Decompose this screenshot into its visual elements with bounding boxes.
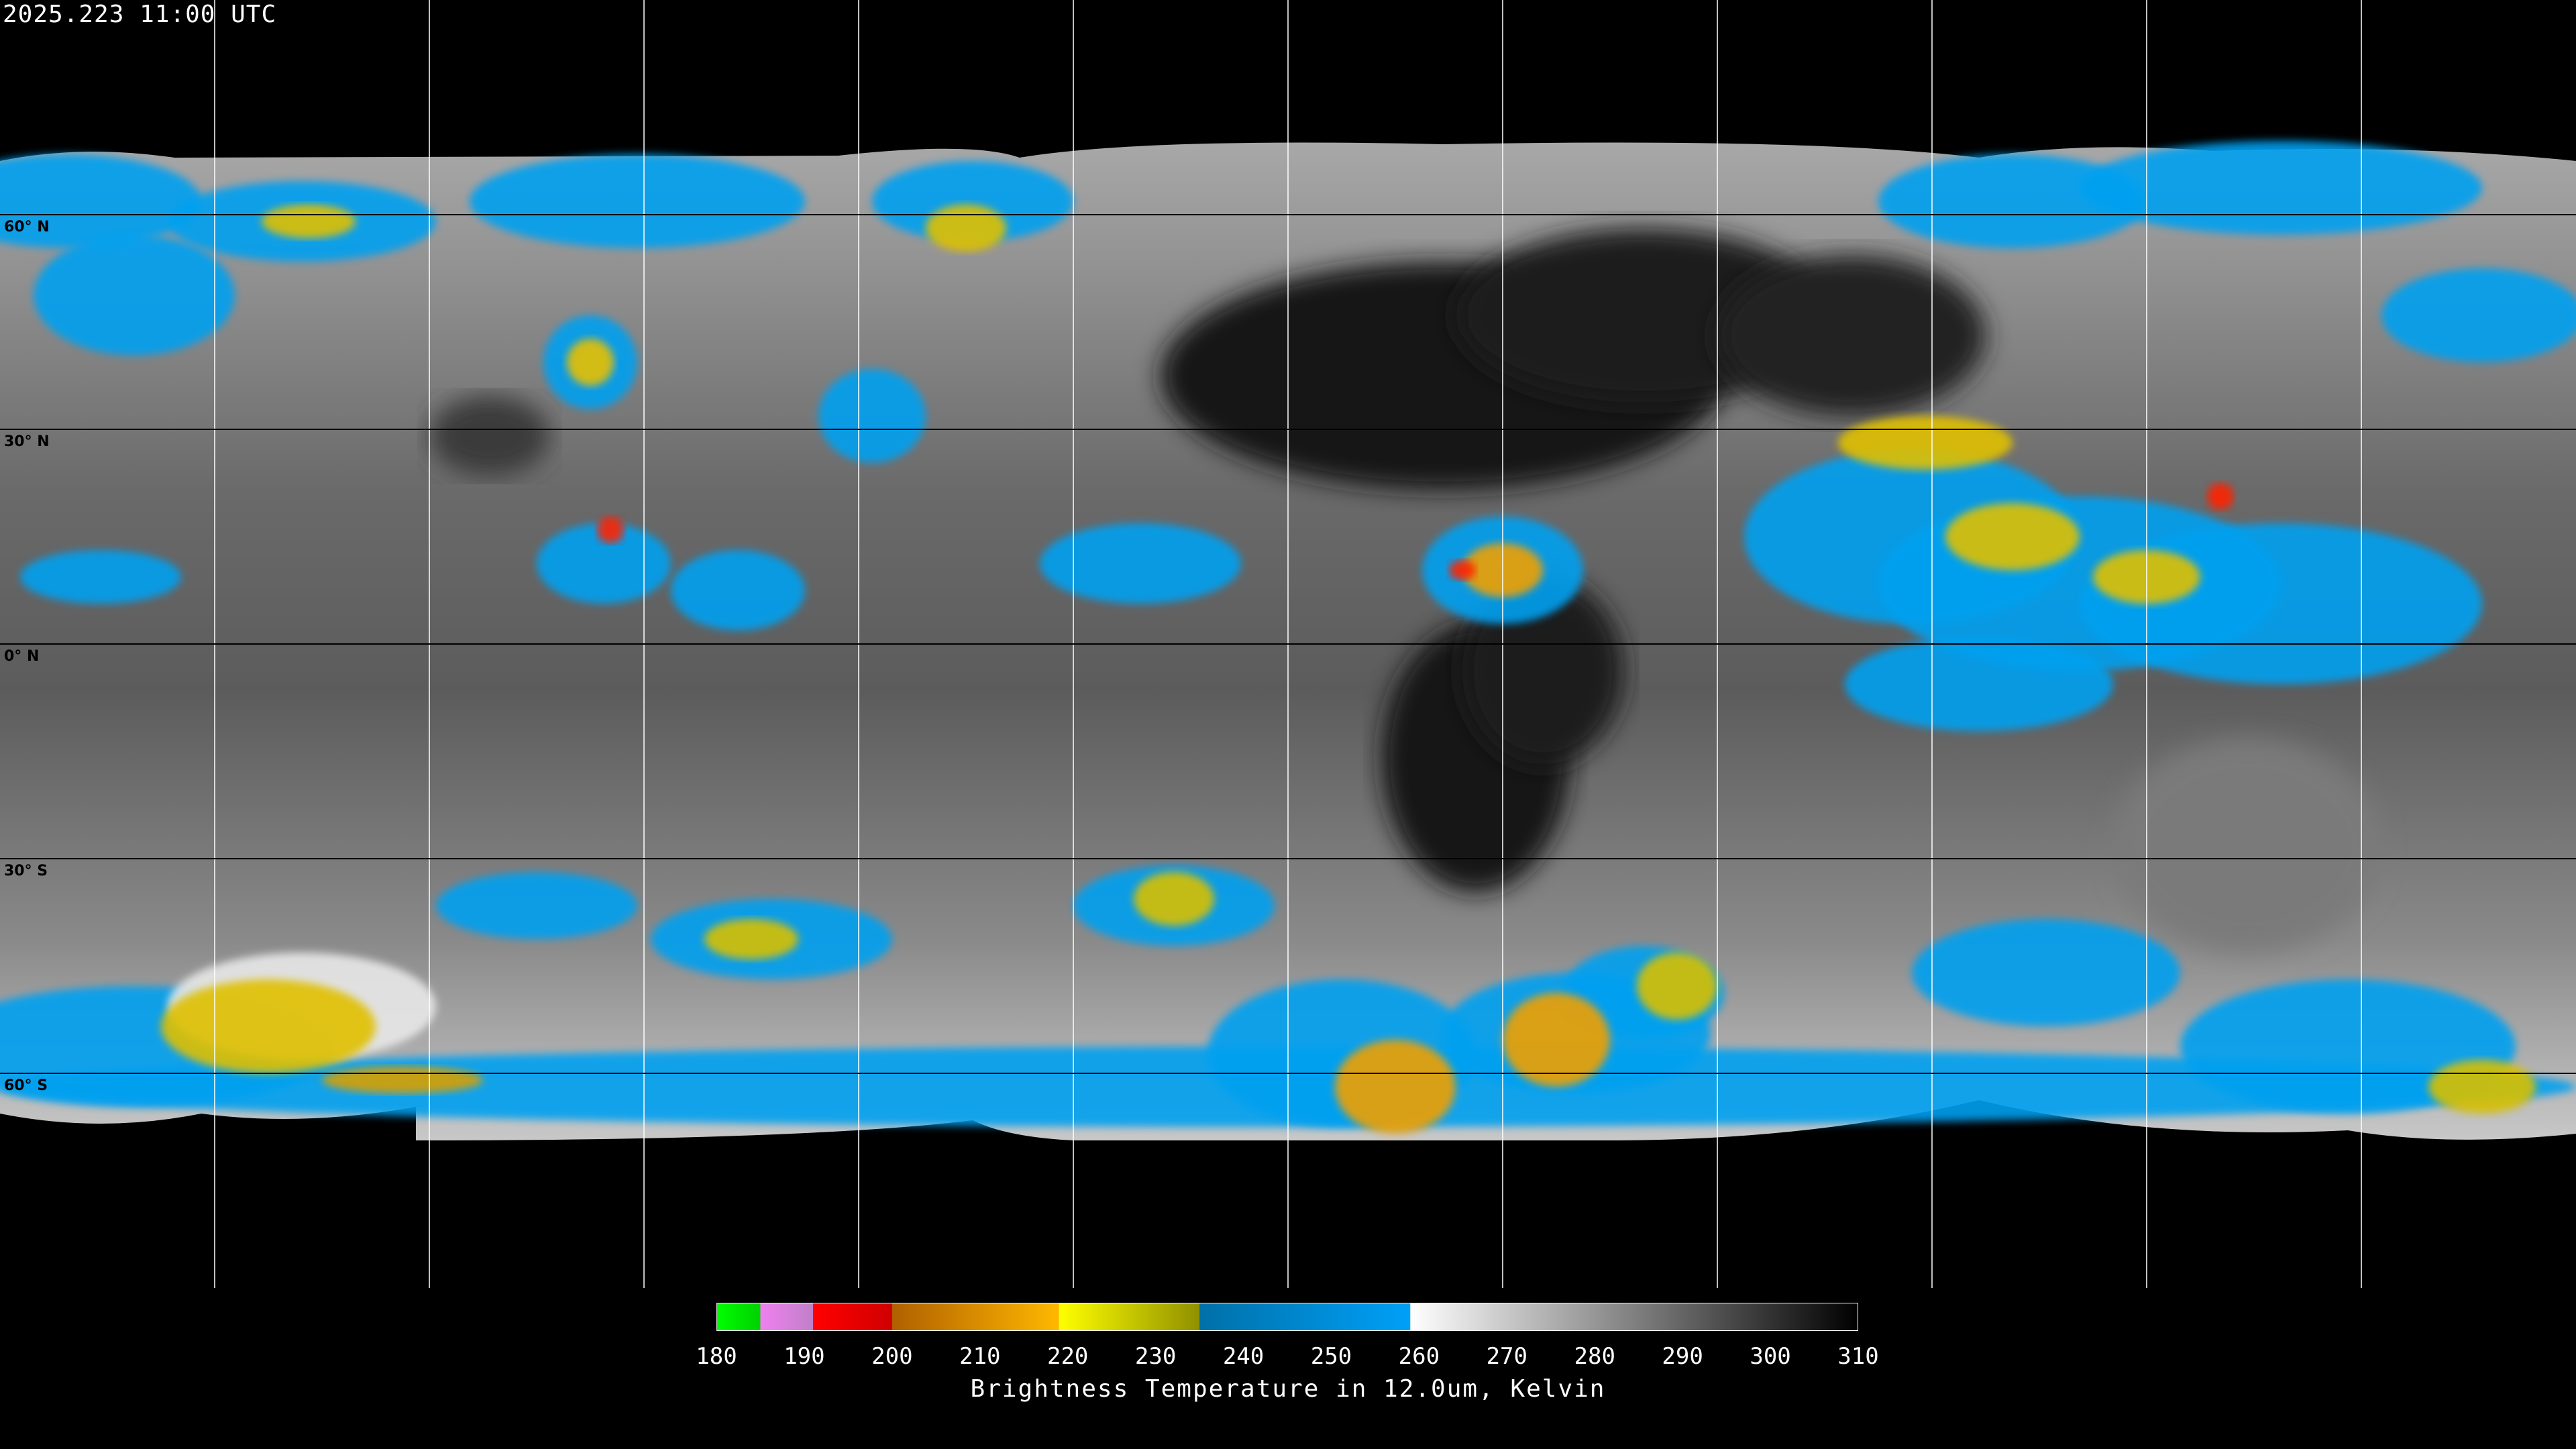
- cloud-blob: [1040, 523, 1241, 604]
- cloud-blob: [704, 919, 798, 959]
- timestamp-title: 2025.223 11:00 UTC: [3, 1, 277, 28]
- colorbar-segment: [1410, 1303, 1858, 1331]
- cloud-blob: [2207, 483, 2234, 510]
- dark-land-region: [2113, 738, 2381, 953]
- colorbar-tick-label: 230: [1134, 1343, 1177, 1370]
- cloud-blob: [1838, 416, 2012, 470]
- lat-label: 30° S: [4, 863, 48, 879]
- colorbar-tick-label: 190: [784, 1343, 825, 1370]
- cloud-blob: [161, 979, 376, 1073]
- colorbar-label: Brightness Temperature in 12.0um, Kelvin: [970, 1375, 1606, 1403]
- cloud-blob: [818, 369, 926, 463]
- lat-label: 0° N: [4, 648, 40, 665]
- cloud-blob: [0, 154, 201, 248]
- cloud-blob: [1335, 1040, 1456, 1134]
- colorbar-segment: [1059, 1303, 1200, 1331]
- cloud-blob: [20, 550, 181, 604]
- dark-land-region: [1717, 255, 1986, 416]
- cloud-blob: [1878, 154, 2147, 248]
- colorbar-segment: [892, 1303, 1060, 1331]
- cloud-blob: [1134, 872, 1214, 926]
- cloud-blob: [2428, 1060, 2536, 1114]
- cloud-blob: [1503, 993, 1610, 1087]
- cloud-blob: [1449, 560, 1476, 580]
- cloud-blob: [1912, 919, 2180, 1026]
- cloud-blob: [872, 161, 1073, 241]
- cloud-blob: [597, 517, 624, 543]
- cloud-blob: [34, 235, 235, 356]
- cloud-blob: [671, 550, 805, 631]
- colorbar-tick-label: 200: [871, 1343, 913, 1370]
- colorbar-segment: [760, 1303, 814, 1331]
- colorbar-tick-label: 180: [696, 1343, 737, 1370]
- lat-lon-grid: [214, 0, 2362, 1288]
- lat-label: 60° N: [4, 219, 50, 235]
- cloud-blob: [322, 1067, 483, 1093]
- cloud-blob: [1637, 953, 1717, 1020]
- colorbar-tick-label: 210: [959, 1343, 1001, 1370]
- cloud-blob: [567, 339, 614, 386]
- cloud-blob: [2080, 141, 2482, 235]
- colorbar-tick-label: 260: [1398, 1343, 1440, 1370]
- cloud-blob: [436, 872, 637, 939]
- colorbar-tick-label: 250: [1310, 1343, 1352, 1370]
- cloud-blob: [926, 205, 1006, 252]
- cloud-blob: [537, 523, 671, 604]
- colorbar-tick-label: 220: [1046, 1343, 1089, 1370]
- colorbar-tick-label: 290: [1662, 1343, 1703, 1370]
- cloud-blob: [470, 154, 805, 248]
- cloud-blob: [2080, 523, 2482, 684]
- colorbar-segment: [1199, 1303, 1411, 1331]
- lat-label: 30° N: [4, 433, 50, 450]
- colorbar: [716, 1303, 1858, 1331]
- colorbar-border: [716, 1303, 1858, 1331]
- lat-label: 60° S: [4, 1077, 48, 1094]
- cloud-blob: [1845, 637, 2113, 731]
- colorbar-tick-label: 240: [1222, 1343, 1265, 1370]
- colorbar-tick-label: 310: [1837, 1343, 1879, 1370]
- cloud-blob: [262, 205, 356, 238]
- colorbar-segment: [813, 1303, 893, 1331]
- colorbar-segment: [716, 1303, 761, 1331]
- colorbar-tick-label: 270: [1486, 1343, 1528, 1370]
- colorbar-tick-label: 300: [1750, 1343, 1791, 1370]
- cloud-blob: [1945, 503, 2080, 570]
- cloud-blob: [2381, 268, 2576, 362]
- dark-land-region: [429, 396, 550, 476]
- satellite-brightness-temperature-map: [0, 0, 2576, 1288]
- colorbar-tick-label: 280: [1574, 1343, 1615, 1370]
